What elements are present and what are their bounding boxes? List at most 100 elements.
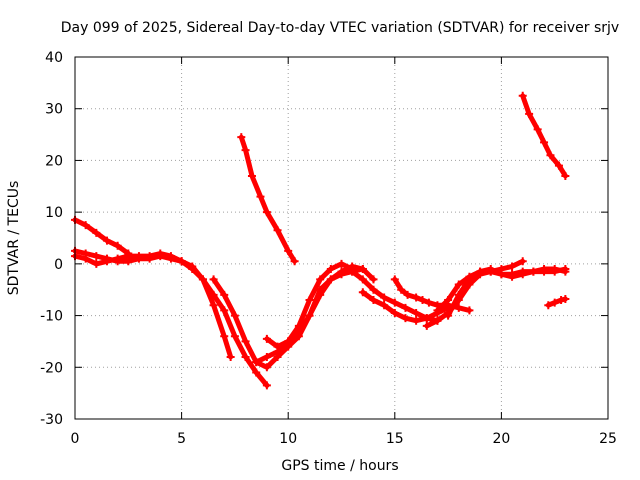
data-point <box>262 208 271 217</box>
data-point <box>220 306 229 315</box>
series-arc-15 <box>518 91 570 180</box>
data-point <box>358 275 367 284</box>
series-arc-1 <box>71 215 133 258</box>
data-point <box>102 236 111 245</box>
data-point <box>294 327 303 336</box>
data-point <box>113 241 122 250</box>
y-tick-label: -30 <box>40 412 63 428</box>
data-point <box>262 334 271 343</box>
data-point <box>422 321 431 330</box>
series-arc-4 <box>177 257 271 390</box>
data-point <box>252 358 261 367</box>
data-point <box>134 252 143 261</box>
data-point <box>326 275 335 284</box>
series-arc-5 <box>237 133 299 266</box>
x-tick-label: 5 <box>177 431 186 447</box>
data-point <box>247 171 256 180</box>
series-trace <box>72 248 234 360</box>
data-point <box>550 265 559 274</box>
data-point <box>316 290 325 299</box>
data-point <box>390 275 399 284</box>
data-point <box>454 290 463 299</box>
data-point <box>380 301 389 310</box>
data-point <box>476 267 485 276</box>
data-series <box>71 91 570 390</box>
data-point <box>220 332 229 341</box>
data-point <box>403 290 412 299</box>
data-point <box>550 298 559 307</box>
x-axis-title: GPS time / hours <box>281 458 398 474</box>
data-point <box>518 91 527 100</box>
data-point <box>262 352 271 361</box>
series-arc-16 <box>544 295 570 310</box>
y-axis-title: SDTVAR / TECUs <box>6 181 22 296</box>
data-point <box>326 265 335 274</box>
data-point <box>544 301 553 310</box>
data-point <box>508 272 517 281</box>
data-point <box>273 226 282 235</box>
series-trace <box>211 266 376 370</box>
data-point <box>380 293 389 302</box>
data-point <box>230 311 239 320</box>
data-point <box>424 298 433 307</box>
data-point <box>518 270 527 279</box>
data-point <box>241 146 250 155</box>
data-point <box>256 192 265 201</box>
data-point <box>337 259 346 268</box>
data-point <box>262 363 271 372</box>
data-point <box>525 109 534 118</box>
data-point <box>145 252 154 261</box>
data-point <box>540 265 549 274</box>
data-point <box>433 306 442 315</box>
data-point <box>465 306 474 315</box>
data-point <box>533 125 542 134</box>
data-point <box>305 296 314 305</box>
series-trace <box>424 258 526 329</box>
series-trace <box>264 263 366 350</box>
chart-title: Day 099 of 2025, Sidereal Day-to-day VTE… <box>61 20 619 36</box>
data-point <box>401 314 410 323</box>
x-tick-label: 20 <box>492 431 510 447</box>
y-tick-label: 20 <box>45 153 63 169</box>
data-point <box>290 257 299 266</box>
data-point <box>412 293 421 302</box>
data-point <box>209 290 218 299</box>
data-point <box>557 296 566 305</box>
series-trace <box>253 261 355 365</box>
y-tick-label: 40 <box>45 50 63 66</box>
data-point <box>237 133 246 142</box>
y-tick-label: -10 <box>40 309 63 325</box>
data-point <box>358 288 367 297</box>
data-point <box>554 161 563 170</box>
data-point <box>92 252 101 261</box>
x-tick-label: 25 <box>599 431 617 447</box>
data-point <box>546 151 555 160</box>
data-point <box>305 311 314 320</box>
data-point <box>156 249 165 258</box>
series-trace <box>238 134 298 264</box>
data-point <box>226 352 235 361</box>
data-point <box>454 280 463 289</box>
data-point <box>102 257 111 266</box>
data-point <box>166 252 175 261</box>
data-point <box>508 262 517 271</box>
data-point <box>390 308 399 317</box>
data-point <box>337 267 346 276</box>
data-point <box>92 228 101 237</box>
data-point <box>230 332 239 341</box>
data-point <box>273 342 282 351</box>
data-point <box>561 267 570 276</box>
data-point <box>397 285 406 294</box>
data-point <box>188 265 197 274</box>
series-arc-8 <box>262 262 367 351</box>
data-point <box>316 275 325 284</box>
y-tick-label: 10 <box>45 205 63 221</box>
plot-frame <box>74 56 609 420</box>
data-point <box>412 316 421 325</box>
data-point <box>284 337 293 346</box>
data-point <box>241 337 250 346</box>
data-point <box>198 275 207 284</box>
data-point <box>241 352 250 361</box>
